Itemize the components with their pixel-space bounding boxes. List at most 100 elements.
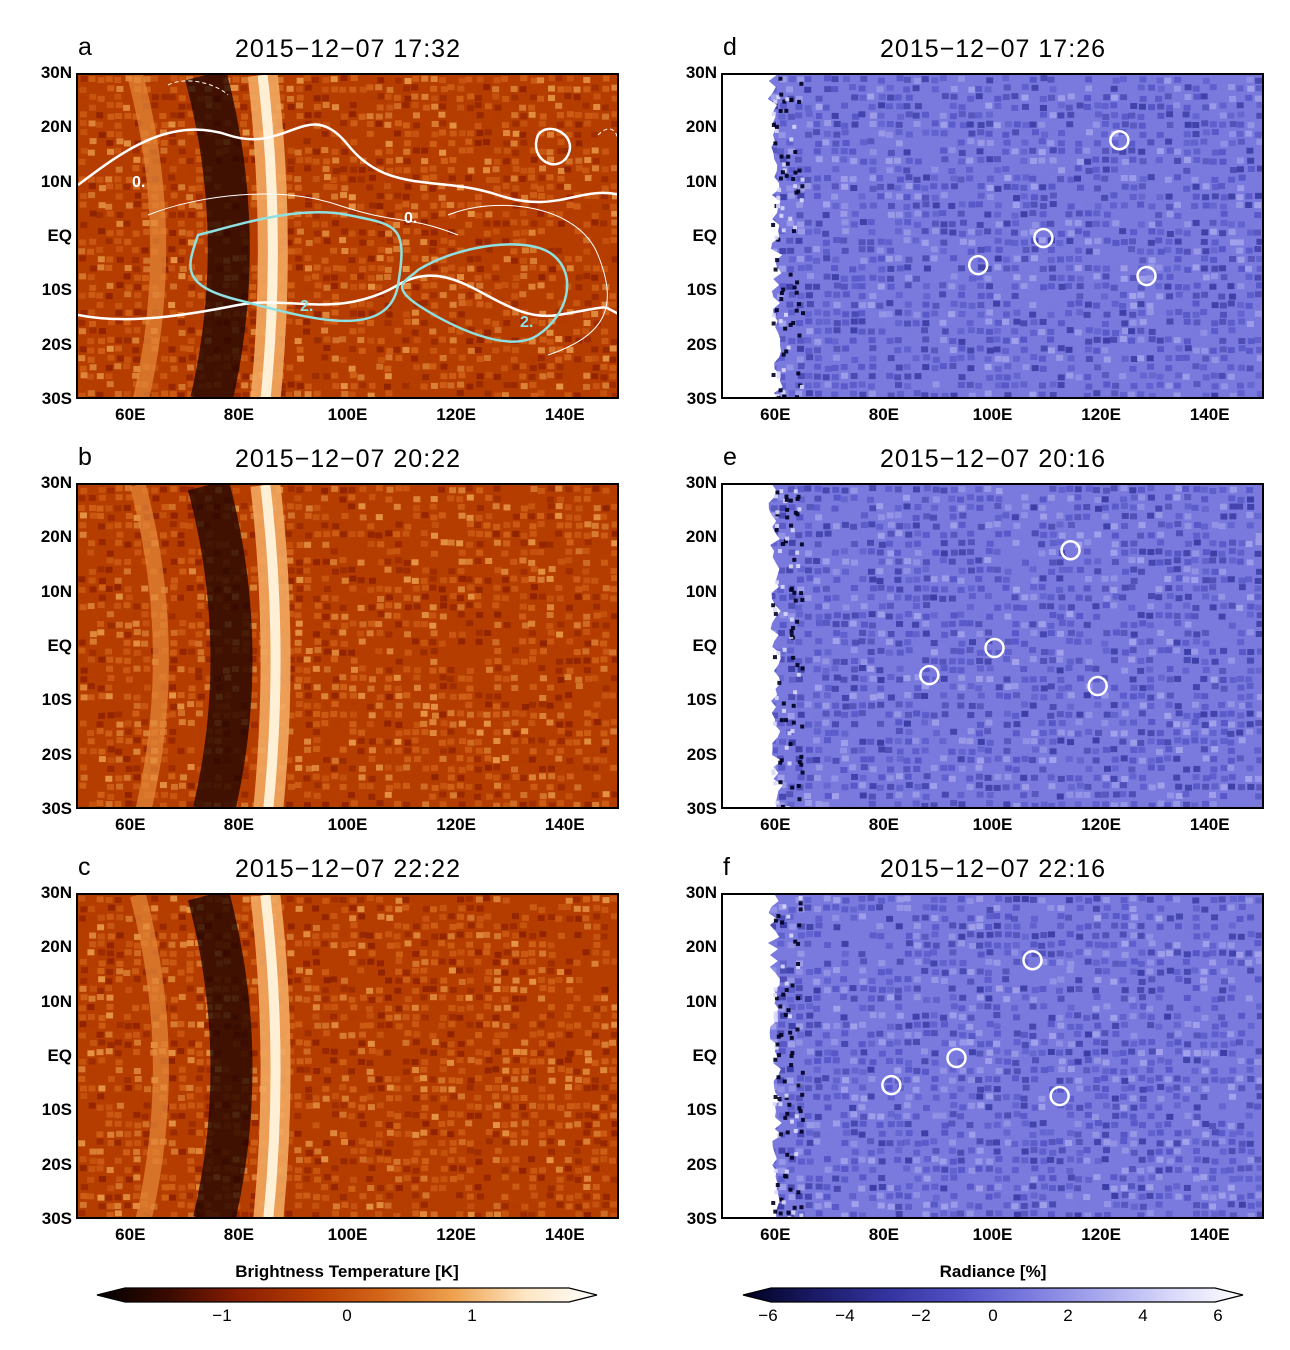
panel-title: 2015−12−07 22:16	[880, 855, 1106, 883]
lon-tick-label: 140E	[1189, 405, 1230, 424]
lat-tick-label: 30N	[40, 473, 72, 492]
panel-letter: f	[723, 853, 730, 881]
map-image	[78, 485, 617, 807]
lat-tick-label: 10S	[686, 280, 717, 300]
lat-tick-label: 20S	[686, 1154, 717, 1174]
lat-tick-label: 30S	[686, 1209, 717, 1228]
contour-label: 2.	[520, 314, 533, 331]
lon-tick-label: 60E	[760, 405, 791, 424]
lat-tick-label: 10N	[40, 991, 72, 1011]
colorbar-tick-label: 1	[467, 1306, 477, 1325]
feature-circle	[1087, 675, 1108, 697]
lat-tick-label: 20S	[41, 334, 72, 354]
lat-tick-label: 10N	[40, 581, 72, 601]
colorbar	[742, 1287, 1244, 1303]
panel-title: 2015−12−07 20:16	[880, 445, 1106, 473]
lat-tick-label: 30N	[685, 473, 717, 492]
lon-tick-label: 100E	[327, 815, 368, 834]
lat-tick-label: 30N	[685, 63, 717, 82]
lat-tick-label: 30S	[686, 799, 717, 818]
colorbar-tick-label: 4	[1138, 1306, 1148, 1325]
lat-tick-label: 30N	[40, 883, 72, 902]
panel-letter: b	[78, 443, 92, 471]
lon-tick-label: 120E	[1081, 1225, 1121, 1244]
lat-tick-label: 10N	[40, 171, 72, 191]
contour-label: 0.	[132, 174, 145, 191]
feature-circle	[881, 1074, 902, 1096]
map-panel-e	[721, 483, 1264, 809]
map-panel-d	[721, 73, 1264, 399]
colorbar-tick-label: 2	[1063, 1306, 1073, 1325]
lon-tick-label: 120E	[436, 815, 476, 834]
contour-label: 2.	[300, 298, 313, 315]
lon-tick-label: 140E	[1189, 1225, 1230, 1244]
feature-circle	[1022, 949, 1043, 971]
feature-circle	[1033, 227, 1054, 249]
lat-tick-label: 10N	[685, 581, 717, 601]
lat-tick-label: 10S	[686, 1100, 717, 1120]
lat-tick-label: 30S	[41, 389, 72, 408]
feature-circle	[946, 1047, 967, 1069]
map-image	[78, 895, 617, 1217]
map-panel-c	[76, 893, 619, 1219]
lat-tick-label: 10S	[686, 690, 717, 710]
lat-tick-label: EQ	[692, 1046, 717, 1065]
feature-circle	[1109, 129, 1130, 151]
lat-tick-label: 30S	[41, 1209, 72, 1228]
colorbar-tick-label: 0	[988, 1306, 998, 1325]
lat-tick-label: 20N	[685, 117, 717, 137]
lon-tick-label: 120E	[1081, 405, 1121, 424]
lon-tick-label: 140E	[544, 1225, 585, 1244]
lon-tick-label: 120E	[436, 1225, 476, 1244]
lat-tick-label: EQ	[47, 636, 72, 655]
lat-tick-label: 10N	[685, 991, 717, 1011]
colorbar-label: Brightness Temperature [K]	[235, 1262, 459, 1281]
lon-tick-label: 100E	[972, 405, 1013, 424]
feature-circle	[1136, 265, 1157, 287]
panel-letter: a	[78, 33, 92, 61]
map-panel-b	[76, 483, 619, 809]
feature-circle	[1049, 1085, 1070, 1107]
panel-letter: d	[723, 33, 737, 61]
feature-circle	[919, 664, 940, 686]
lon-tick-label: 140E	[544, 815, 585, 834]
colorbar-tick-label: −1	[212, 1306, 232, 1325]
panel-title: 2015−12−07 22:22	[235, 855, 461, 883]
lon-tick-label: 120E	[1081, 815, 1121, 834]
lat-tick-label: EQ	[47, 1046, 72, 1065]
lon-tick-label: 80E	[223, 815, 255, 834]
map-image	[723, 75, 1262, 397]
colorbar-tick-label: −6	[758, 1306, 778, 1325]
lon-tick-label: 60E	[760, 815, 791, 834]
lat-tick-label: 10S	[41, 280, 72, 300]
panel-title: 2015−12−07 17:26	[880, 35, 1106, 63]
lat-tick-label: EQ	[692, 226, 717, 245]
lon-tick-label: 100E	[327, 1225, 368, 1244]
lat-tick-label: 10N	[685, 171, 717, 191]
lat-tick-label: 20S	[686, 334, 717, 354]
map-image: 0. 0. 2. 2.	[78, 75, 617, 397]
map-panel-f	[721, 893, 1264, 1219]
colorbar-tick-label: −2	[911, 1306, 931, 1325]
lat-tick-label: EQ	[47, 226, 72, 245]
lat-tick-label: 20S	[41, 1154, 72, 1174]
panel-title: 2015−12−07 17:32	[235, 35, 461, 63]
lon-tick-label: 60E	[115, 1225, 146, 1244]
lon-tick-label: 120E	[436, 405, 476, 424]
lon-tick-label: 100E	[972, 815, 1013, 834]
lat-tick-label: 30S	[41, 799, 72, 818]
map-image	[723, 485, 1262, 807]
lat-tick-label: 20N	[685, 527, 717, 547]
lon-tick-label: 80E	[868, 1225, 900, 1244]
lon-tick-label: 100E	[327, 405, 368, 424]
lon-tick-label: 80E	[868, 405, 900, 424]
map-panel-a: 0. 0. 2. 2.	[76, 73, 619, 399]
lon-tick-label: 80E	[868, 815, 900, 834]
feature-circle	[1060, 539, 1081, 561]
lon-tick-label: 140E	[544, 405, 585, 424]
panel-letter: e	[723, 443, 737, 471]
lat-tick-label: 10S	[41, 1100, 72, 1120]
lon-tick-label: 140E	[1189, 815, 1230, 834]
contour-label: 0.	[404, 210, 417, 227]
lat-tick-label: 20N	[40, 527, 72, 547]
